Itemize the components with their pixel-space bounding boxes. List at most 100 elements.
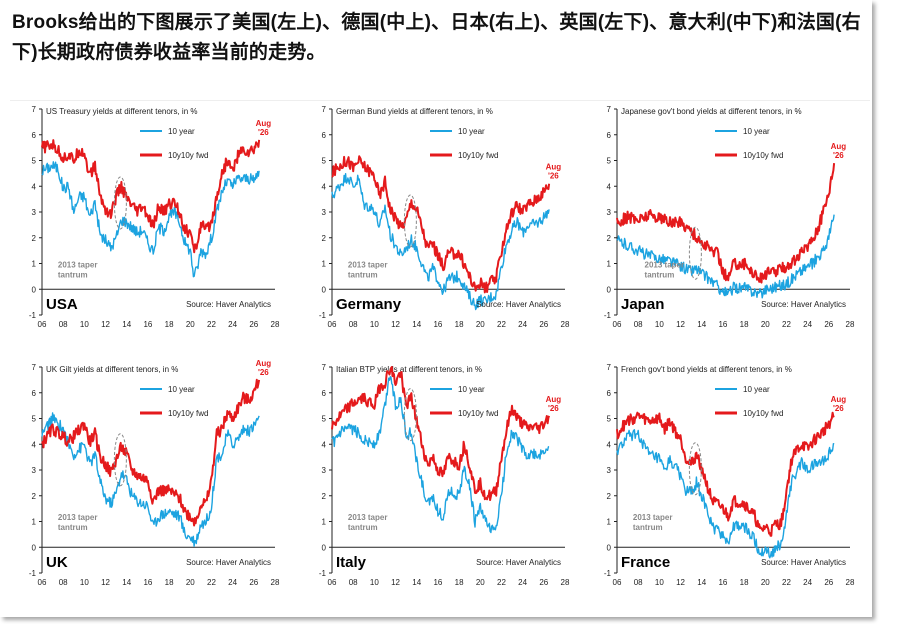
x-tick-label: 12 bbox=[676, 320, 685, 329]
end-label: Aug bbox=[256, 359, 272, 368]
source-label: Source: Haver Analytics bbox=[761, 558, 846, 567]
y-tick-label: 6 bbox=[322, 389, 327, 398]
y-tick-label: 7 bbox=[32, 105, 37, 114]
chart-title: German Bund yields at different tenors, … bbox=[336, 107, 493, 116]
country-label: USA bbox=[46, 296, 78, 313]
y-tick-label: -1 bbox=[29, 569, 37, 578]
annotation-text: tantrum bbox=[58, 270, 88, 279]
y-tick-label: 6 bbox=[607, 131, 612, 140]
x-tick-label: 26 bbox=[824, 320, 833, 329]
y-tick-label: 2 bbox=[32, 492, 37, 501]
source-label: Source: Haver Analytics bbox=[186, 300, 271, 309]
y-tick-label: 3 bbox=[322, 208, 327, 217]
x-tick-label: 18 bbox=[455, 578, 464, 587]
x-tick-label: 22 bbox=[497, 578, 506, 587]
chart-figure: -1 0 1 2 3 4 5 6 7 06 08 10 12 14 16 18 20 22 24 26 28 US Tre… bbox=[10, 100, 870, 611]
x-tick-label: 22 bbox=[207, 320, 216, 329]
y-tick-label: 2 bbox=[322, 234, 327, 243]
x-tick-label: 08 bbox=[349, 578, 358, 587]
x-tick-label: 26 bbox=[539, 320, 548, 329]
x-tick-label: 28 bbox=[271, 320, 280, 329]
y-tick-label: 3 bbox=[607, 208, 612, 217]
y-tick-label: 7 bbox=[607, 363, 612, 372]
series-line-10year bbox=[331, 172, 550, 311]
y-tick-label: 4 bbox=[322, 440, 327, 449]
x-tick-label: 10 bbox=[80, 578, 89, 587]
y-tick-label: 3 bbox=[322, 466, 327, 475]
y-tick-label: 3 bbox=[32, 466, 37, 475]
annotation-text: tantrum bbox=[348, 270, 378, 279]
x-tick-label: 16 bbox=[718, 578, 727, 587]
series-line-fwd bbox=[41, 139, 261, 254]
legend-label-fwd: 10y10y fwd bbox=[743, 409, 783, 418]
x-tick-label: 18 bbox=[165, 578, 174, 587]
y-tick-label: 1 bbox=[32, 260, 37, 269]
x-tick-label: 10 bbox=[370, 320, 379, 329]
x-tick-label: 20 bbox=[186, 578, 195, 587]
country-label: France bbox=[621, 554, 670, 571]
end-label: '26 bbox=[833, 404, 844, 413]
y-tick-label: 6 bbox=[32, 389, 37, 398]
x-tick-label: 12 bbox=[101, 578, 110, 587]
taper-ellipse bbox=[688, 442, 702, 496]
end-label: '26 bbox=[548, 172, 559, 181]
annotation-text: 2013 taper bbox=[348, 260, 388, 269]
end-label: '26 bbox=[548, 404, 559, 413]
end-label: Aug bbox=[831, 142, 847, 151]
series-line-10year bbox=[331, 376, 550, 534]
y-tick-label: 3 bbox=[32, 208, 37, 217]
end-label: '26 bbox=[258, 368, 269, 377]
y-tick-label: -1 bbox=[29, 311, 37, 320]
y-tick-label: 4 bbox=[607, 440, 612, 449]
source-label: Source: Haver Analytics bbox=[186, 558, 271, 567]
y-tick-label: -1 bbox=[319, 569, 327, 578]
x-tick-label: 06 bbox=[328, 578, 337, 587]
y-tick-label: 0 bbox=[32, 543, 37, 552]
x-tick-label: 12 bbox=[101, 320, 110, 329]
x-tick-label: 26 bbox=[539, 578, 548, 587]
x-tick-label: 20 bbox=[476, 320, 485, 329]
end-label: Aug bbox=[831, 395, 847, 404]
legend-label-fwd: 10y10y fwd bbox=[458, 151, 498, 160]
y-tick-label: 5 bbox=[607, 157, 612, 166]
x-tick-label: 24 bbox=[518, 578, 527, 587]
y-tick-label: 6 bbox=[322, 131, 327, 140]
x-tick-label: 14 bbox=[697, 320, 706, 329]
legend-label-10year: 10 year bbox=[458, 385, 485, 394]
y-tick-label: -1 bbox=[319, 311, 327, 320]
end-label: Aug bbox=[546, 163, 562, 172]
y-tick-label: 1 bbox=[322, 260, 327, 269]
x-tick-label: 08 bbox=[634, 320, 643, 329]
x-tick-label: 16 bbox=[143, 320, 152, 329]
annotation-text: 2013 taper bbox=[633, 513, 673, 522]
x-tick-label: 06 bbox=[328, 320, 337, 329]
annotation-text: tantrum bbox=[645, 270, 675, 279]
series-line-fwd bbox=[331, 366, 551, 501]
y-tick-label: 4 bbox=[32, 182, 37, 191]
x-tick-label: 16 bbox=[718, 320, 727, 329]
x-tick-label: 18 bbox=[165, 320, 174, 329]
series-line-fwd bbox=[616, 163, 836, 284]
legend-label-fwd: 10y10y fwd bbox=[168, 151, 208, 160]
y-tick-label: 5 bbox=[32, 415, 37, 424]
legend-label-10year: 10 year bbox=[168, 385, 195, 394]
x-tick-label: 18 bbox=[740, 578, 749, 587]
country-label: Germany bbox=[336, 296, 402, 313]
y-tick-label: 1 bbox=[607, 518, 612, 527]
end-label: '26 bbox=[833, 151, 844, 160]
x-tick-label: 24 bbox=[803, 320, 812, 329]
source-label: Source: Haver Analytics bbox=[476, 300, 561, 309]
x-tick-label: 20 bbox=[476, 578, 485, 587]
y-tick-label: 5 bbox=[32, 157, 37, 166]
y-tick-label: -1 bbox=[604, 311, 612, 320]
x-tick-label: 14 bbox=[697, 578, 706, 587]
x-tick-label: 18 bbox=[455, 320, 464, 329]
y-tick-label: 3 bbox=[607, 466, 612, 475]
x-tick-label: 28 bbox=[561, 578, 570, 587]
legend-label-10year: 10 year bbox=[458, 127, 485, 136]
taper-ellipse bbox=[113, 176, 127, 230]
x-tick-label: 06 bbox=[613, 578, 622, 587]
